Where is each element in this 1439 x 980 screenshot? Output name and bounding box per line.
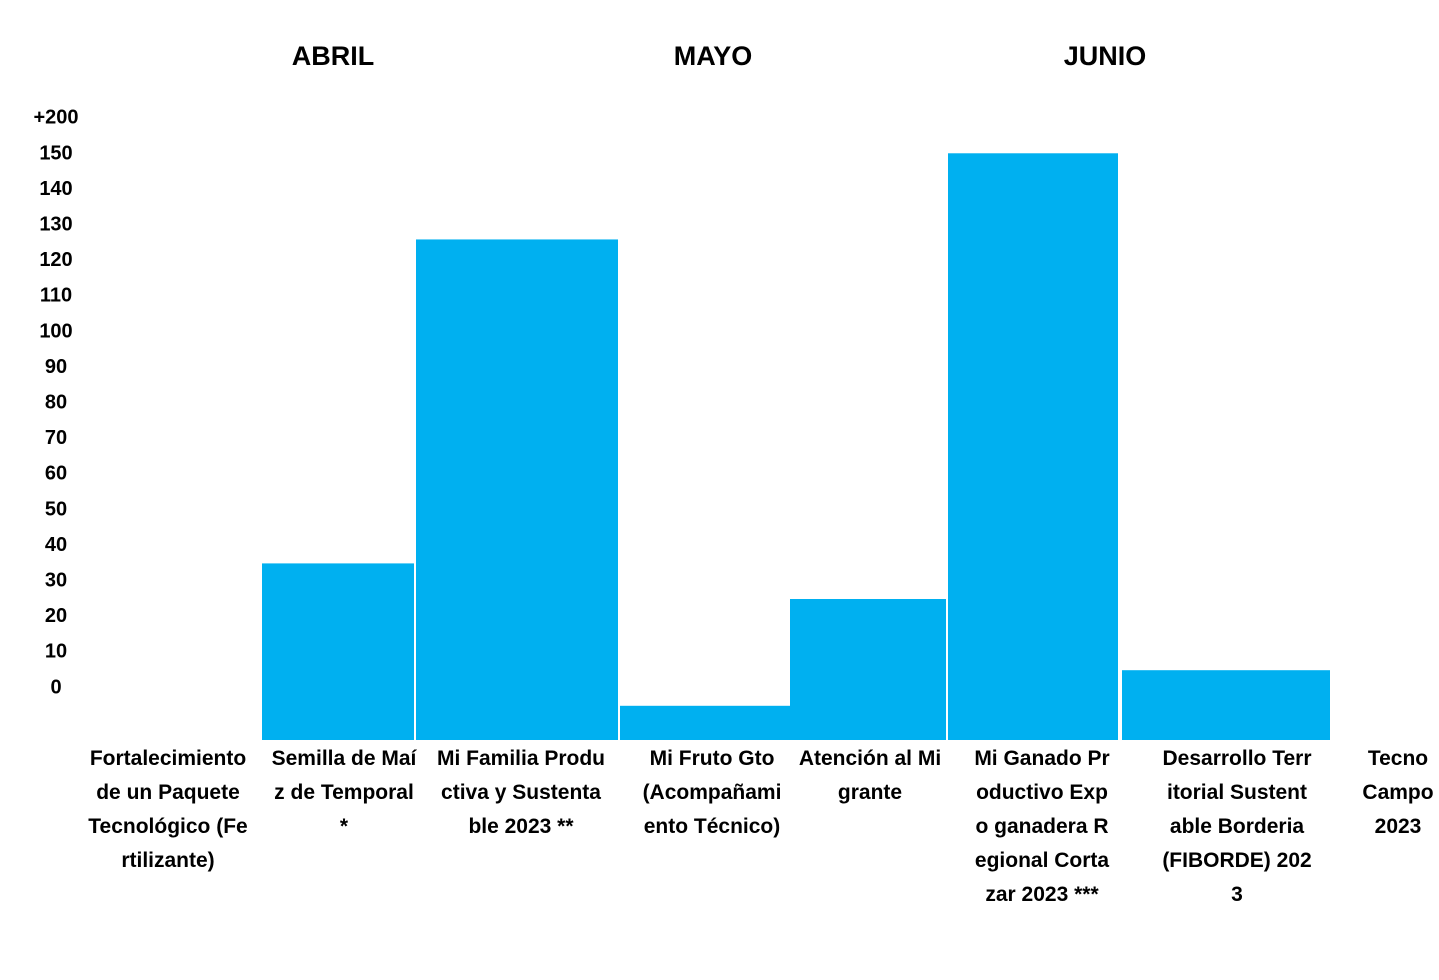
y-tick-label: 80 [45, 391, 67, 413]
y-tick-label: 10 [45, 641, 67, 663]
y-tick-label: 70 [45, 427, 67, 449]
x-tick-label: Atención al Migrante [795, 742, 945, 810]
y-tick-label: 130 [39, 213, 72, 235]
y-tick-label: 60 [45, 463, 67, 485]
month-label: MAYO [674, 41, 753, 71]
month-label: ABRIL [292, 41, 375, 71]
y-tick-label: 20 [45, 605, 67, 627]
y-tick-label: 90 [45, 356, 67, 378]
y-tick-label: 110 [40, 285, 72, 307]
y-tick-label: +200 [33, 107, 78, 129]
y-tick-label: 120 [39, 249, 72, 271]
x-tick-label: Mi Ganado Productivo Expo ganadera Regio… [972, 742, 1112, 912]
bar [948, 153, 1118, 740]
bar [416, 239, 618, 740]
bar [262, 563, 414, 740]
page: {"chart_data": {"type": "bar", "month_la… [0, 0, 1439, 980]
y-tick-label: 50 [45, 498, 67, 520]
y-tick-label: 140 [39, 178, 72, 200]
month-label: JUNIO [1064, 41, 1147, 71]
x-tick-label: Tecno Campo 2023 [1358, 742, 1438, 844]
bar [620, 706, 790, 740]
y-tick-label: 100 [39, 320, 72, 342]
x-tick-label: Fortalecimiento de un Paquete Tecnológic… [88, 742, 248, 878]
data-label: 151 [1016, 128, 1049, 150]
bar [1122, 670, 1330, 740]
x-tick-label: Semilla de Maíz de Temporal * [269, 742, 419, 844]
y-tick-label: 40 [45, 534, 67, 556]
y-tick-label: 30 [45, 569, 67, 591]
y-tick-label: 150 [39, 142, 72, 164]
x-tick-label: Mi Familia Productiva y Sustentable 2023… [436, 742, 606, 844]
y-tick-label: 0 [50, 676, 61, 698]
bar [790, 599, 946, 740]
x-tick-label: Mi Fruto Gto (Acompañamiento Técnico) [637, 742, 787, 844]
x-tick-label: Desarrollo Territorial Sustentable Borde… [1162, 742, 1312, 912]
data-label: 126 [500, 214, 533, 236]
